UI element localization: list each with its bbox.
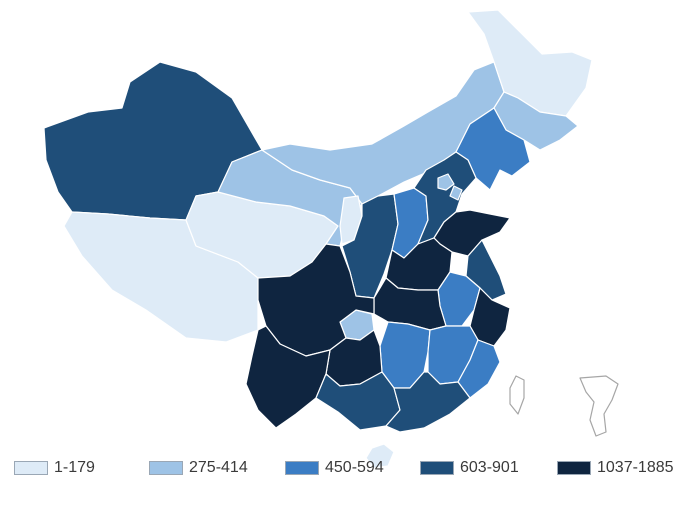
legend-label-5: 1037-1885	[597, 459, 674, 476]
legend-label-4: 603-901	[460, 459, 519, 476]
region-taiwan[interactable]	[509, 375, 525, 415]
legend-item-3: 450-594	[285, 456, 384, 480]
region-guangdong[interactable]	[385, 371, 471, 433]
legend-swatch-1	[14, 461, 48, 475]
region-hainan[interactable]	[365, 443, 395, 469]
region-tianjin[interactable]	[449, 185, 463, 201]
region-hubei[interactable]	[373, 277, 447, 331]
legend-swatch-2	[149, 461, 183, 475]
legend-swatch-4	[420, 461, 454, 475]
legend-label-3: 450-594	[325, 459, 384, 476]
region-beijing[interactable]	[437, 173, 455, 191]
region-south-china-sea-inset[interactable]	[579, 375, 619, 437]
legend-swatch-3	[285, 461, 319, 475]
region-heilongjiang[interactable]	[467, 9, 593, 117]
legend: 1-179 275-414 450-594 603-901 1037-1885	[14, 456, 694, 480]
legend-swatch-5	[557, 461, 591, 475]
legend-item-1: 1-179	[14, 456, 95, 480]
legend-item-4: 603-901	[420, 456, 519, 480]
legend-label-2: 275-414	[189, 459, 248, 476]
legend-item-5: 1037-1885	[557, 456, 674, 480]
legend-label-1: 1-179	[54, 459, 95, 476]
region-hebei[interactable]	[413, 151, 477, 245]
legend-item-2: 275-414	[149, 456, 248, 480]
